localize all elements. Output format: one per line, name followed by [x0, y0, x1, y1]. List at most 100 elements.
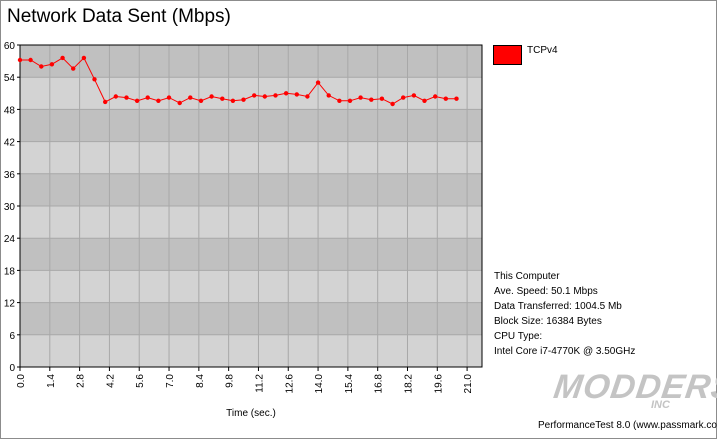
x-tick-label: 11.2	[254, 374, 265, 393]
watermark-logo: MODDERS	[551, 368, 717, 406]
y-tick-label: 42	[4, 138, 16, 149]
x-tick-label: 8.4	[195, 374, 206, 388]
data-point	[347, 98, 353, 104]
plot-band	[20, 45, 482, 78]
info-computer: This Computer	[494, 271, 560, 282]
data-point	[262, 94, 267, 99]
data-point	[315, 80, 321, 85]
y-tick-label: 36	[4, 170, 16, 181]
plot-band	[20, 238, 482, 271]
watermark-logo-sub: INC	[651, 399, 670, 411]
x-tick-label: 2.8	[76, 374, 87, 388]
data-point	[294, 92, 299, 97]
x-tick-label: 1.4	[46, 374, 57, 388]
footer-credit: PerformanceTest 8.0 (www.passmark.com)	[538, 420, 717, 431]
data-point	[134, 98, 140, 104]
data-point	[145, 95, 150, 100]
data-point	[241, 97, 246, 102]
info-cpu: Intel Core i7-4770K @ 3.50GHz	[494, 346, 636, 357]
data-point	[337, 98, 342, 104]
data-point	[28, 57, 33, 63]
data-point	[369, 97, 374, 102]
data-point	[379, 96, 385, 101]
data-point	[252, 93, 257, 98]
data-point	[401, 95, 406, 100]
data-point	[198, 98, 204, 104]
x-tick-label: 14.0	[314, 374, 325, 394]
x-tick-label: 19.6	[433, 374, 444, 394]
x-tick-label: 18.2	[403, 374, 414, 394]
y-tick-label: 24	[4, 234, 16, 245]
y-tick-label: 30	[4, 202, 16, 213]
y-axis-ticks: 0 6 12 18 24 30 36 42 48 54 60	[4, 41, 20, 374]
info-cpu-type-label: CPU Type:	[494, 331, 543, 342]
data-point	[81, 55, 87, 61]
chart-title: Network Data Sent (Mbps)	[7, 6, 231, 27]
y-tick-label: 48	[4, 105, 16, 116]
data-point	[188, 95, 193, 100]
data-point	[103, 99, 108, 105]
data-point	[113, 94, 119, 99]
test-info-panel: This Computer Ave. Speed: 50.1 Mbps Data…	[494, 269, 635, 359]
data-point	[166, 95, 172, 100]
series-tcpv4	[17, 55, 459, 107]
gridlines	[19, 44, 482, 368]
data-point	[433, 94, 438, 99]
data-point	[422, 98, 427, 104]
plot-band	[20, 206, 482, 239]
data-point	[39, 64, 44, 69]
data-point	[390, 101, 395, 107]
x-tick-label: 4.2	[105, 374, 116, 388]
y-tick-label: 0	[9, 363, 15, 374]
plot-band	[20, 270, 482, 303]
data-point	[443, 96, 448, 101]
data-point	[156, 98, 161, 104]
data-point	[209, 94, 214, 99]
data-point	[230, 98, 236, 104]
x-axis-ticks: 0.0 1.4 2.8 4.2 5.6 7.0 8.4 9.8 11.2 12.6 14.0 15.4…	[16, 367, 474, 393]
data-point	[92, 77, 97, 82]
info-block-size: Block Size: 16384 Bytes	[494, 316, 602, 327]
x-tick-label: 16.8	[374, 374, 385, 394]
data-point	[283, 91, 289, 96]
legend-label-tcpv4: TCPv4	[527, 45, 558, 56]
x-tick-label: 0.0	[16, 374, 27, 388]
plot-band	[20, 334, 482, 367]
y-tick-label: 12	[4, 299, 16, 310]
info-ave-speed: Ave. Speed: 50.1 Mbps	[494, 286, 598, 297]
plot-band	[20, 173, 482, 206]
info-data-transferred: Data Transferred: 1004.5 Mb	[494, 301, 622, 312]
data-point	[454, 96, 459, 101]
y-tick-label: 60	[4, 41, 16, 52]
x-tick-label: 7.0	[165, 374, 176, 388]
y-tick-label: 54	[4, 73, 16, 84]
legend-swatch-tcpv4	[493, 45, 522, 65]
data-point	[71, 66, 76, 71]
data-point	[60, 55, 65, 61]
plot-band	[20, 77, 482, 110]
y-tick-label: 6	[9, 331, 15, 342]
data-point	[177, 100, 182, 106]
data-point	[273, 93, 278, 98]
x-tick-label: 9.8	[225, 374, 236, 388]
x-tick-label: 21.0	[463, 374, 474, 394]
x-tick-label: 15.4	[344, 374, 355, 394]
x-tick-label: 5.6	[135, 374, 146, 388]
plot-band	[20, 109, 482, 142]
x-axis-label: Time (sec.)	[226, 408, 276, 419]
data-point	[411, 93, 417, 98]
data-point	[49, 62, 55, 67]
data-point	[220, 96, 225, 101]
data-point	[358, 95, 363, 100]
data-point	[17, 57, 23, 63]
plot-area	[20, 45, 482, 367]
x-tick-label: 12.6	[284, 374, 295, 394]
plot-band	[20, 302, 482, 335]
data-point	[326, 93, 331, 98]
y-tick-label: 18	[4, 266, 16, 277]
data-point	[305, 94, 310, 99]
data-point	[124, 95, 129, 100]
plot-band	[20, 141, 482, 174]
